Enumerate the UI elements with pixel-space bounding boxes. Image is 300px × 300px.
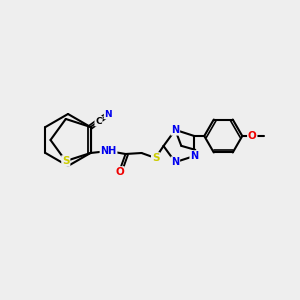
Text: NH: NH [100, 146, 117, 156]
Text: N: N [171, 157, 179, 167]
Text: C: C [95, 117, 102, 126]
Text: N: N [190, 151, 198, 161]
Text: O: O [115, 167, 124, 177]
Text: N: N [104, 110, 112, 118]
Text: O: O [248, 131, 256, 141]
Text: S: S [152, 153, 159, 163]
Text: N: N [171, 125, 179, 135]
Text: S: S [62, 156, 70, 166]
